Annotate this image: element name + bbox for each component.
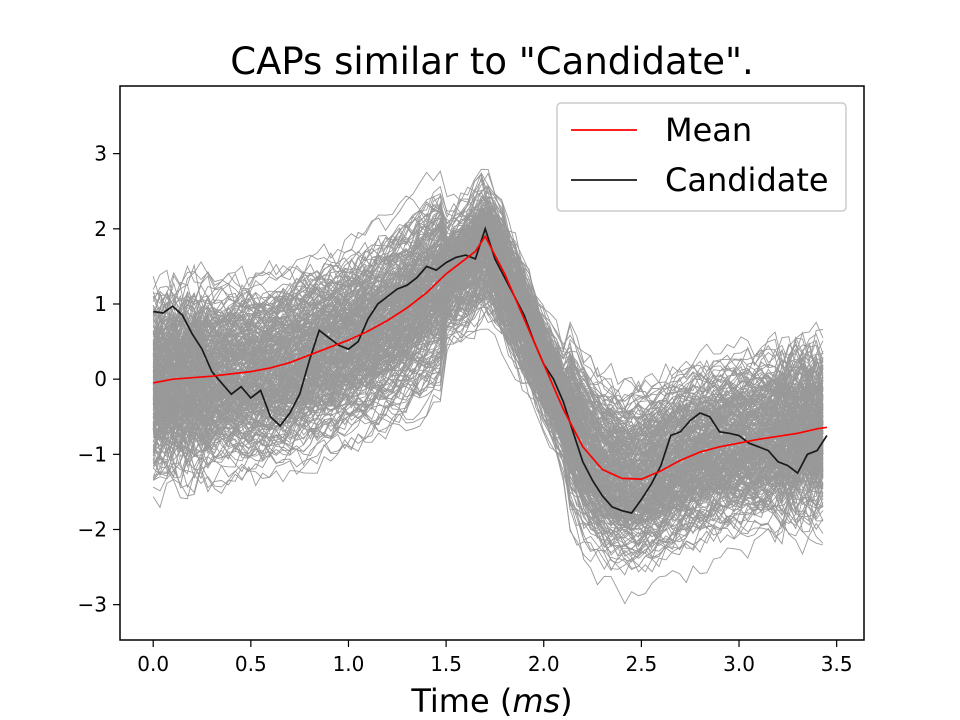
background-trace: [153, 290, 824, 538]
y-tick-label: 0: [94, 367, 107, 391]
x-tick-label: 3.5: [821, 652, 853, 676]
legend-label-mean: Mean: [665, 111, 752, 149]
plot-frame: [119, 85, 865, 641]
background-trace: [152, 289, 824, 523]
y-tick-label: −2: [78, 518, 107, 542]
x-axis-label-text: Time (: [410, 682, 512, 720]
x-tick-label: 2.5: [625, 652, 657, 676]
y-tick-label: −1: [78, 442, 107, 466]
x-tick-label: 1.0: [333, 652, 365, 676]
background-trace: [152, 170, 824, 415]
background-trace: [152, 201, 824, 505]
background-trace: [152, 201, 824, 483]
x-tick-label: 1.5: [430, 652, 462, 676]
y-tick-label: −3: [78, 593, 107, 617]
background-trace: [152, 328, 824, 548]
series-layer: [153, 226, 828, 514]
background-trace: [152, 245, 824, 452]
background-trace: [152, 269, 824, 523]
background-trace: [152, 209, 824, 498]
background-trace: [152, 168, 824, 451]
x-axis-label: Time (ms): [410, 682, 572, 720]
x-axis: 0.0 0.5 1.0 1.5 2.0 2.5 3.0 3.5: [137, 640, 853, 676]
background-trace: [152, 234, 824, 409]
background-trace: [152, 307, 824, 576]
background-trace: [152, 280, 824, 488]
y-tick-label: 2: [94, 217, 107, 241]
x-tick-label: 0.0: [137, 652, 169, 676]
x-axis-label-unit: ms: [512, 682, 560, 720]
background-trace: [153, 221, 824, 454]
background-trace: [152, 262, 824, 572]
y-tick-label: 1: [94, 292, 107, 316]
background-trace: [152, 214, 824, 522]
background-trace: [152, 278, 824, 500]
x-tick-label: 3.0: [723, 652, 755, 676]
background-trace: [152, 208, 824, 394]
series-line-mean: [153, 234, 828, 480]
background-trace: [153, 174, 824, 415]
x-axis-label-close: ): [560, 682, 572, 720]
legend-label-candidate: Candidate: [665, 161, 829, 199]
background-trace: [153, 277, 824, 562]
chart-title: CAPs similar to "Candidate".: [230, 40, 754, 83]
background-trace: [152, 286, 824, 502]
background-trace: [152, 202, 824, 439]
y-tick-label: 3: [94, 142, 107, 166]
y-axis: −3 −2 −1 0 1 2 3: [78, 142, 120, 617]
x-tick-label: 2.0: [528, 652, 560, 676]
background-trace: [153, 216, 824, 469]
x-tick-label: 0.5: [235, 652, 267, 676]
legend: Mean Candidate: [556, 102, 847, 212]
background-trace: [152, 263, 824, 557]
background-traces: [152, 168, 824, 605]
